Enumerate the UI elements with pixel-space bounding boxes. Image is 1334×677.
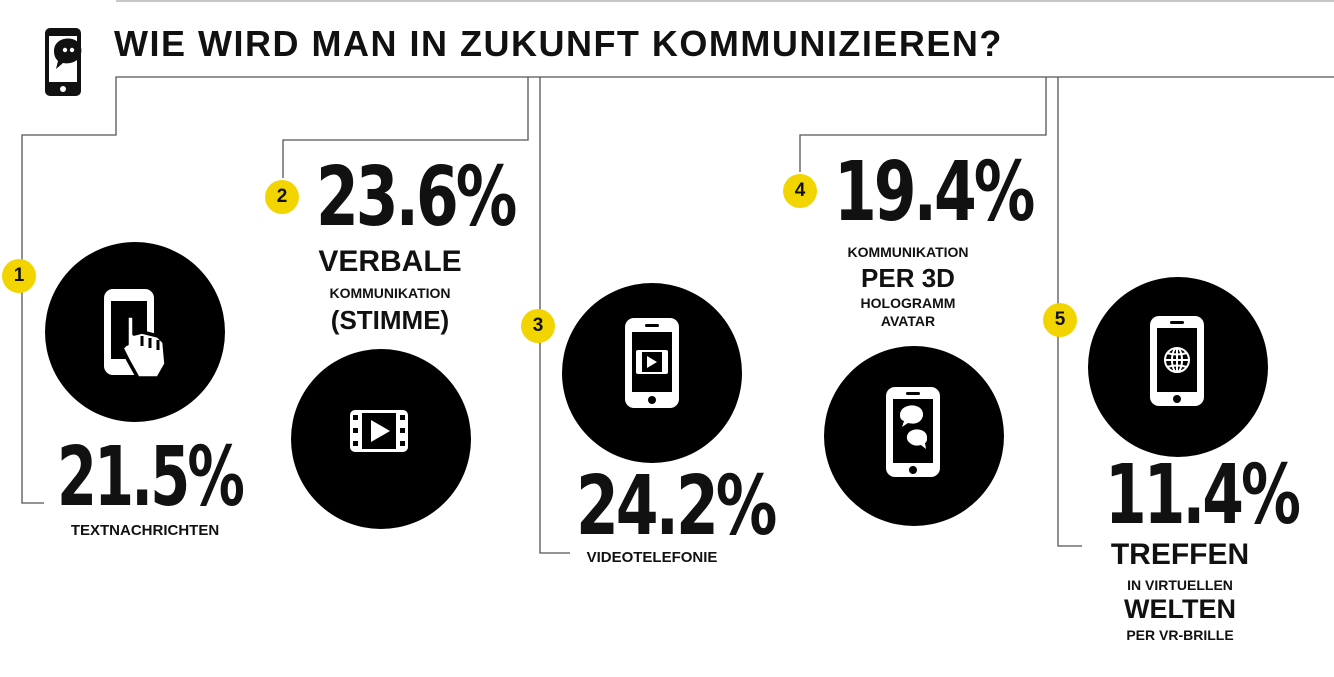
smartphone-globe-icon (1148, 314, 1208, 410)
rank-badge-2: 2 (265, 180, 299, 214)
percent-item-2: 23.6% (316, 150, 517, 245)
percent-item-1: 21.5% (57, 430, 245, 525)
label-item-3-line-1: VIDEOTELEFONIE (586, 549, 718, 566)
rank-badge-4: 4 (783, 174, 817, 208)
smartphone-touch-hand-icon (98, 286, 178, 386)
label-item-4-line-1: KOMMUNIKATION (847, 244, 969, 260)
label-item-4-line-3: HOLOGRAMM (860, 295, 956, 311)
label-item-5-line-4: PER VR-BRILLE (1126, 627, 1234, 643)
smartphone-chat-bubbles-icon (884, 385, 944, 481)
label-item-2-line-2: KOMMUNIKATION (329, 285, 451, 301)
percent-item-5: 11.4% (1105, 448, 1301, 543)
label-item-2-line-1: VERBALE (318, 245, 462, 278)
header-phone-bubble-icon (44, 27, 86, 99)
top-rule (116, 0, 1334, 2)
label-item-5-line-2: IN VIRTUELLEN (1127, 577, 1233, 593)
label-item-4-line-4: AVATAR (880, 313, 936, 329)
percent-item-4: 19.4% (834, 145, 1035, 240)
smartphone-video-icon (623, 316, 683, 412)
rank-badge-5: 5 (1043, 303, 1077, 337)
label-item-5-line-3: WELTEN (1124, 594, 1236, 624)
page-title: WIE WIRD MAN IN ZUKUNFT KOMMUNIZIEREN? (114, 23, 1003, 64)
rank-badge-3: 3 (521, 309, 555, 343)
label-item-1-line-1: TEXTNACHRICHTEN (70, 522, 220, 539)
label-item-2-line-3: (STIMME) (330, 305, 450, 335)
label-item-4-line-2: PER 3D (861, 263, 955, 293)
video-film-icon (349, 409, 409, 453)
label-item-5-line-1: TREFFEN (1110, 538, 1250, 571)
rank-badge-1: 1 (2, 259, 36, 293)
percent-item-3: 24.2% (576, 459, 777, 554)
